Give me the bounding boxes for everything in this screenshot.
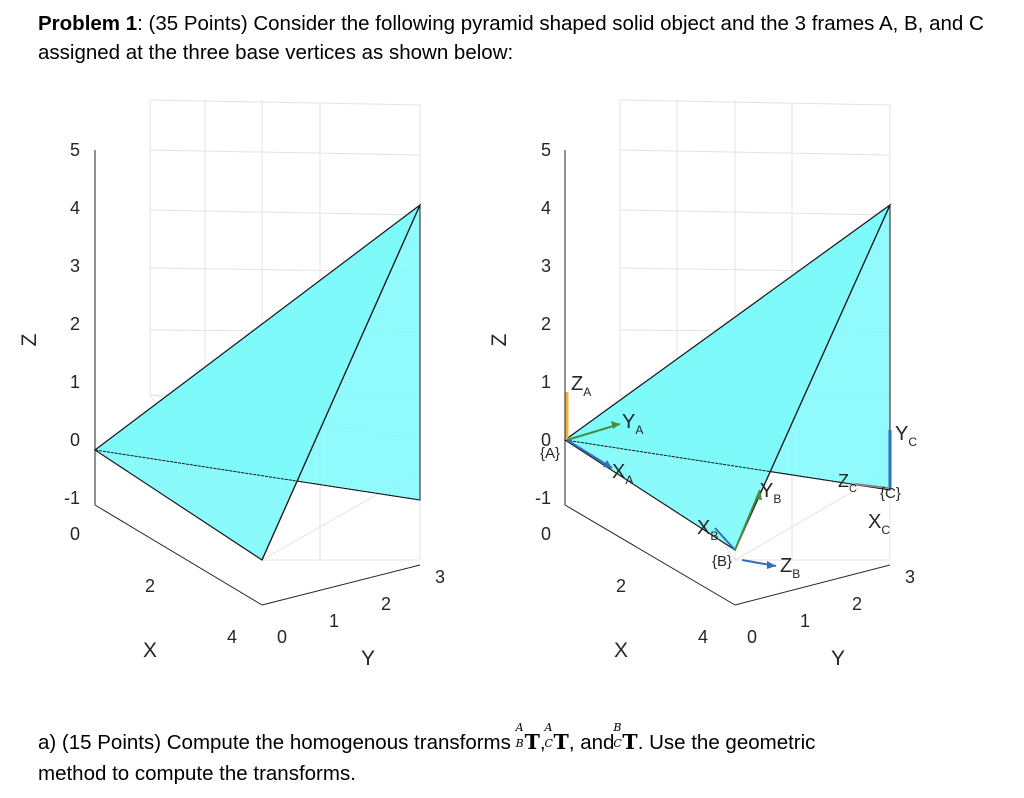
label-frame-a: {A} xyxy=(540,445,560,462)
right-axes xyxy=(564,150,891,606)
label-frame-c: {C} xyxy=(880,485,901,502)
right-z-ticks: 5 4 3 2 1 0 -1 0 xyxy=(535,140,551,544)
right-z-tick: 5 xyxy=(541,140,551,160)
right-x-tick: 2 xyxy=(616,576,626,596)
label-xa: X xyxy=(612,461,625,483)
right-x-ticks: 2 4 xyxy=(616,576,708,647)
left-z-tick: 2 xyxy=(70,314,80,334)
left-z-ticks: 5 4 3 2 1 0 -1 0 xyxy=(64,140,80,544)
right-pyramid-edge-top xyxy=(734,204,891,551)
right-z-tick: 1 xyxy=(541,372,551,392)
svg-text:ZA: ZA xyxy=(571,373,591,399)
label-yb: Y xyxy=(760,480,773,502)
label-xb: X xyxy=(697,517,710,539)
svg-text:YB: YB xyxy=(760,480,781,506)
left-plot: 5 4 3 2 1 0 -1 0 Z 2 4 X 0 1 2 3 Y xyxy=(18,99,445,670)
left-z-tick: 5 xyxy=(70,140,80,160)
svg-text:ZC: ZC xyxy=(838,471,857,495)
left-y-tick: 1 xyxy=(329,611,339,631)
left-x-label: X xyxy=(143,639,157,662)
right-z-tick: 2 xyxy=(541,314,551,334)
part-a-statement: a) (15 Points) Compute the homogenous tr… xyxy=(38,721,816,785)
label-ya: Y xyxy=(622,411,635,433)
left-y-tick: 3 xyxy=(435,567,445,587)
right-y-tick: 0 xyxy=(747,627,757,647)
right-x-label: X xyxy=(614,639,628,662)
right-z-label: Z xyxy=(488,333,511,346)
svg-text:ZB: ZB xyxy=(780,555,800,581)
problem-text: : (35 Points) Consider the following pyr… xyxy=(38,12,984,64)
left-y-tick: 0 xyxy=(277,627,287,647)
right-z-tick: 3 xyxy=(541,256,551,276)
right-y-label: Y xyxy=(831,647,845,670)
label-yc: Y xyxy=(895,423,908,445)
right-plot: 5 4 3 2 1 0 -1 0 Z 2 4 X 0 1 2 3 Y ZA YA… xyxy=(488,99,917,670)
right-y-ticks: 0 1 2 3 xyxy=(747,567,915,647)
left-z-label: Z xyxy=(18,333,41,346)
left-y-ticks: 0 1 2 3 xyxy=(277,567,445,647)
svg-text:YC: YC xyxy=(895,423,917,449)
part-a-text-1: a) (15 Points) Compute the homogenous tr… xyxy=(38,731,517,754)
frame-a-y-arrowhead xyxy=(611,421,620,429)
right-pyramid-edge-base xyxy=(564,439,891,491)
frame-b-x-axis xyxy=(714,527,736,551)
frame-a-y-axis xyxy=(566,423,621,441)
pyramid-figures: 5 4 3 2 1 0 -1 0 Z 2 4 X 0 1 2 3 Y xyxy=(18,99,917,670)
left-z-tick: 0 xyxy=(70,524,80,544)
left-z-tick: 0 xyxy=(70,430,80,450)
frame-b-z-arrowhead xyxy=(767,561,776,569)
frame-b-y-arrowhead xyxy=(755,490,762,500)
right-y-tick: 3 xyxy=(905,567,915,587)
left-axes xyxy=(94,150,421,606)
right-z-tick: -1 xyxy=(535,488,551,508)
label-zb: Z xyxy=(780,555,792,577)
frame-b-y-axis xyxy=(734,489,761,551)
label-xc: X xyxy=(868,511,881,533)
right-x-tick: 4 xyxy=(698,627,708,647)
problem-statement: Problem 1: (35 Points) Consider the foll… xyxy=(38,9,998,67)
label-zc: Z xyxy=(838,471,849,491)
left-y-label: Y xyxy=(361,647,375,670)
left-z-tick: 4 xyxy=(70,198,80,218)
problem-label: Problem 1 xyxy=(38,12,138,35)
part-a-text-2: . Use the geometric xyxy=(637,731,816,754)
left-x-tick: 4 xyxy=(227,627,237,647)
right-y-tick: 1 xyxy=(800,611,810,631)
left-z-tick: -1 xyxy=(64,488,80,508)
left-pyramid-edge-top xyxy=(261,204,421,561)
right-z-tick: 0 xyxy=(541,524,551,544)
svg-text:XA: XA xyxy=(612,461,633,487)
left-z-tick: 1 xyxy=(70,372,80,392)
left-z-tick: 3 xyxy=(70,256,80,276)
svg-text:XB: XB xyxy=(697,517,718,543)
svg-text:YA: YA xyxy=(622,411,643,437)
right-z-tick: 4 xyxy=(541,198,551,218)
svg-text:XC: XC xyxy=(868,511,890,537)
frame-c-z-axis xyxy=(854,483,889,489)
left-y-tick: 2 xyxy=(381,594,391,614)
label-za: Z xyxy=(571,373,583,395)
label-frame-b: {B} xyxy=(712,553,732,570)
left-x-tick: 2 xyxy=(145,576,155,596)
left-x-ticks: 2 4 xyxy=(145,576,237,647)
right-z-tick: 0 xyxy=(541,430,551,450)
frame-labels: ZA YA XA {A} XB YB ZB {B} YC ZC {C} XC xyxy=(540,373,917,581)
frame-a-x-arrowhead xyxy=(603,460,612,468)
right-y-tick: 2 xyxy=(852,594,862,614)
part-a-text-3: method to compute the transforms. xyxy=(38,762,356,785)
frame-a-x-axis xyxy=(566,439,613,469)
left-pyramid-edge-base xyxy=(94,449,421,501)
